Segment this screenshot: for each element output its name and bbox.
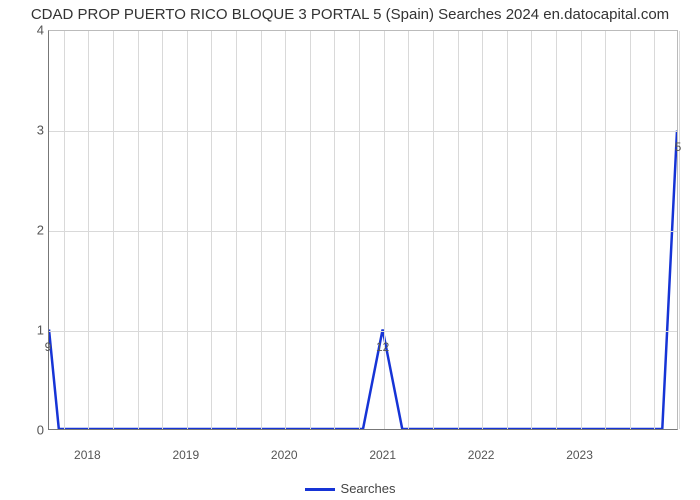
y-tick-label: 4 xyxy=(4,23,44,38)
legend-swatch xyxy=(305,488,335,491)
gridline-v xyxy=(187,31,188,429)
line-series-svg xyxy=(49,31,677,429)
gridline-v xyxy=(359,31,360,429)
y-tick-label: 1 xyxy=(4,323,44,338)
gridline-v xyxy=(654,31,655,429)
series-searches-line xyxy=(49,131,677,430)
gridline-v xyxy=(630,31,631,429)
gridline-v xyxy=(679,31,680,429)
chart-title: CDAD PROP PUERTO RICO BLOQUE 3 PORTAL 5 … xyxy=(0,6,700,23)
gridline-v xyxy=(138,31,139,429)
x-tick-label: 2023 xyxy=(566,448,593,462)
gridline-v xyxy=(162,31,163,429)
gridline-v xyxy=(605,31,606,429)
data-point-label: 9 xyxy=(45,340,52,354)
gridline-v xyxy=(64,31,65,429)
y-tick-label: 0 xyxy=(4,423,44,438)
gridline-v xyxy=(581,31,582,429)
data-point-label: 12 xyxy=(376,340,389,354)
gridline-v xyxy=(408,31,409,429)
gridline-v xyxy=(88,31,89,429)
x-tick-label: 2022 xyxy=(468,448,495,462)
gridline-v xyxy=(211,31,212,429)
plot-area xyxy=(48,30,678,430)
gridline-v xyxy=(285,31,286,429)
gridline-h xyxy=(49,231,677,232)
gridline-h xyxy=(49,131,677,132)
gridline-v xyxy=(113,31,114,429)
x-tick-label: 2019 xyxy=(172,448,199,462)
gridline-v xyxy=(261,31,262,429)
gridline-v xyxy=(334,31,335,429)
data-point-label: 5 xyxy=(675,140,682,154)
searches-line-chart: CDAD PROP PUERTO RICO BLOQUE 3 PORTAL 5 … xyxy=(0,0,700,500)
gridline-v xyxy=(310,31,311,429)
gridline-v xyxy=(236,31,237,429)
gridline-h xyxy=(49,331,677,332)
chart-legend: Searches xyxy=(0,481,700,496)
x-tick-label: 2018 xyxy=(74,448,101,462)
legend-label: Searches xyxy=(341,481,396,496)
gridline-v xyxy=(482,31,483,429)
x-tick-label: 2020 xyxy=(271,448,298,462)
gridline-v xyxy=(531,31,532,429)
y-tick-label: 3 xyxy=(4,123,44,138)
x-tick-label: 2021 xyxy=(369,448,396,462)
gridline-v xyxy=(556,31,557,429)
gridline-v xyxy=(458,31,459,429)
gridline-v xyxy=(384,31,385,429)
gridline-v xyxy=(507,31,508,429)
gridline-v xyxy=(433,31,434,429)
y-tick-label: 2 xyxy=(4,223,44,238)
